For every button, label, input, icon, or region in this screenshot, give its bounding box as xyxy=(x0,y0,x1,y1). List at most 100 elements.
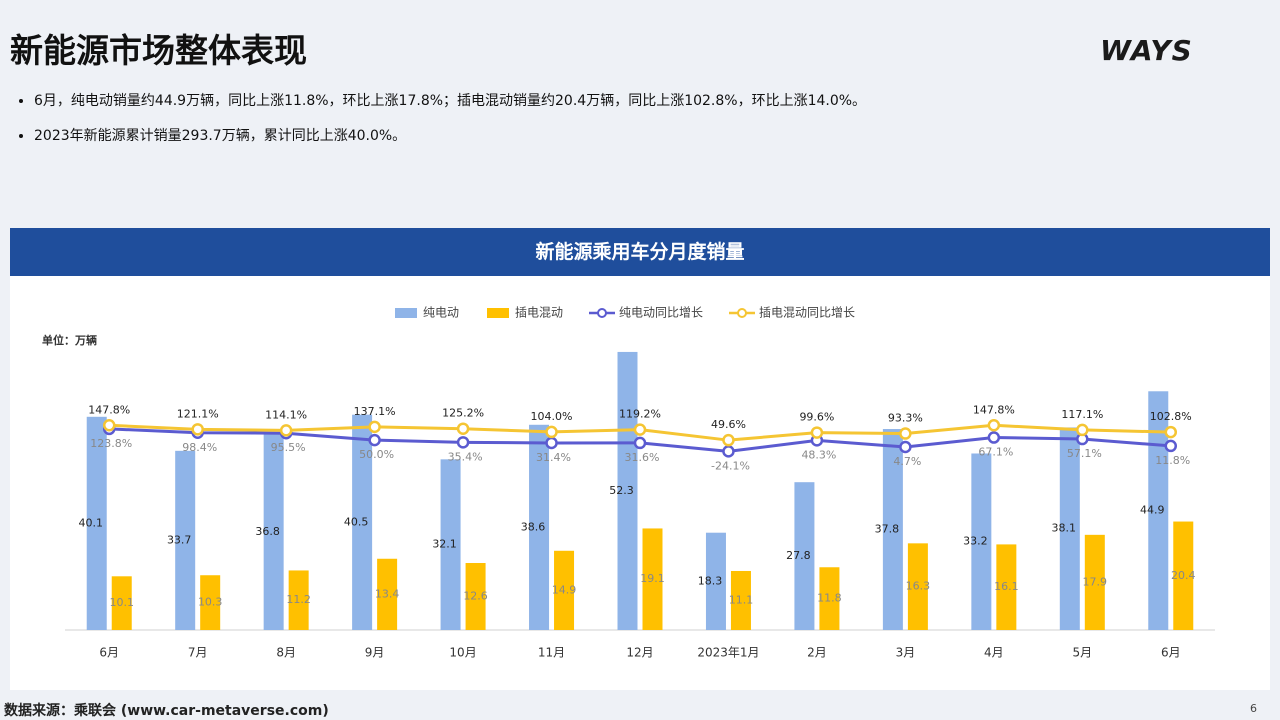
line-label: 50.0% xyxy=(359,448,394,461)
x-tick-label: 4月 xyxy=(984,646,1004,660)
line-label: 137.1% xyxy=(354,405,396,418)
bar xyxy=(1148,391,1169,630)
line-label: 119.2% xyxy=(619,408,661,421)
legend-swatch xyxy=(487,308,509,318)
line-marker xyxy=(633,423,647,436)
chart-panel xyxy=(10,276,1270,690)
line-marker xyxy=(545,436,558,450)
bar xyxy=(86,416,107,630)
line-label: 57.1% xyxy=(1067,447,1102,460)
bar-label: 40.1 xyxy=(78,516,103,529)
line-label: 49.6% xyxy=(711,418,746,431)
x-tick-label: 7月 xyxy=(188,646,208,660)
line-label: 95.5% xyxy=(271,441,306,454)
line-label: 117.1% xyxy=(1061,408,1103,421)
line-marker xyxy=(368,433,381,447)
line-marker xyxy=(899,427,912,440)
line-marker xyxy=(102,419,116,432)
bar-label: 40.5 xyxy=(344,515,369,528)
line-label: 31.6% xyxy=(625,451,660,464)
line-label: 104.0% xyxy=(531,410,573,423)
bar-label: 38.6 xyxy=(521,520,546,533)
line-marker xyxy=(899,440,912,454)
line-marker xyxy=(545,425,558,439)
bar xyxy=(1059,427,1080,630)
line-label: 147.8% xyxy=(88,403,130,416)
line-label: 123.8% xyxy=(90,437,132,450)
line-label: 67.1% xyxy=(978,446,1013,459)
logo: WAYS xyxy=(1100,34,1193,67)
bar-label: 32.1 xyxy=(432,538,457,551)
bar-label: 33.2 xyxy=(963,535,988,548)
bar-label: 19.1 xyxy=(640,572,665,585)
x-tick-label: 2023年1月 xyxy=(697,646,759,660)
bar-label: 37.8 xyxy=(875,523,900,536)
x-tick-label: 6月 xyxy=(1161,646,1181,660)
bar xyxy=(175,450,196,630)
bar-label: 17.9 xyxy=(1083,575,1108,588)
legend-swatch xyxy=(737,308,747,318)
bar xyxy=(1173,521,1194,630)
bar-label: 33.7 xyxy=(167,533,192,546)
bar-label: 11.2 xyxy=(286,593,311,606)
bullet: 2023年新能源累计销量293.7万辆，累计同比上涨40.0%。 xyxy=(34,125,866,145)
bar xyxy=(642,528,663,630)
bar-label: 12.6 xyxy=(463,590,488,603)
bar-label: 16.1 xyxy=(994,580,1019,593)
line-label: 147.8% xyxy=(973,403,1015,416)
x-tick-label: 11月 xyxy=(538,646,565,660)
line-label: 102.8% xyxy=(1150,410,1192,423)
legend-label: 插电混动同比增长 xyxy=(759,306,855,320)
page-number: 6 xyxy=(1250,702,1257,715)
legend-swatch xyxy=(395,308,417,318)
bar-label: 44.9 xyxy=(1140,504,1165,517)
line-marker xyxy=(810,426,824,439)
bar xyxy=(794,482,815,630)
line-label: -24.1% xyxy=(711,459,750,472)
bar xyxy=(529,424,550,630)
line-marker xyxy=(456,422,470,435)
x-tick-label: 2月 xyxy=(807,646,827,660)
x-tick-label: 8月 xyxy=(276,646,296,660)
bar xyxy=(730,570,751,630)
line-label: 35.4% xyxy=(448,450,483,463)
source: 数据来源：乘联会 (www.car-metaverse.com) xyxy=(4,703,329,719)
bullet: 6月，纯电动销量约44.9万辆，同比上涨11.8%，环比上涨17.8%；插电混动… xyxy=(34,90,866,110)
bar xyxy=(352,414,373,630)
bar-label: 10.3 xyxy=(198,596,223,609)
line-marker xyxy=(1076,423,1089,437)
bar xyxy=(705,532,726,630)
line-label: 93.3% xyxy=(888,412,923,425)
bar xyxy=(111,576,132,630)
line-label: 99.6% xyxy=(799,411,834,424)
legend-swatch xyxy=(597,308,607,318)
line-marker xyxy=(722,433,735,447)
line-marker xyxy=(279,424,293,437)
line-label: 31.4% xyxy=(536,451,571,464)
bar-label: 14.9 xyxy=(552,583,577,596)
unit-label: 单位：万辆 xyxy=(42,333,97,347)
line-marker xyxy=(456,436,470,449)
bar xyxy=(819,567,840,630)
bar-label: 16.3 xyxy=(906,580,931,593)
x-tick-label: 10月 xyxy=(449,646,476,660)
bar xyxy=(263,434,284,630)
bar xyxy=(288,570,309,630)
bar xyxy=(617,351,638,630)
line-marker xyxy=(633,436,647,450)
x-tick-label: 12月 xyxy=(626,646,653,660)
bar-label: 10.1 xyxy=(109,596,134,609)
bar-label: 52.3 xyxy=(609,484,634,497)
bar-label: 18.3 xyxy=(698,574,723,587)
bar xyxy=(996,544,1017,630)
bar xyxy=(200,575,221,630)
legend-label: 纯电动 xyxy=(423,306,459,320)
line-marker xyxy=(987,431,1001,444)
bar-label: 27.8 xyxy=(786,549,811,562)
bar-label: 36.8 xyxy=(255,525,280,538)
bullet-list: 6月，纯电动销量约44.9万辆，同比上涨11.8%，环比上涨17.8%；插电混动… xyxy=(10,90,866,160)
line-marker xyxy=(987,419,1001,432)
legend-label: 插电混动 xyxy=(515,306,563,320)
x-tick-label: 9月 xyxy=(365,646,385,660)
